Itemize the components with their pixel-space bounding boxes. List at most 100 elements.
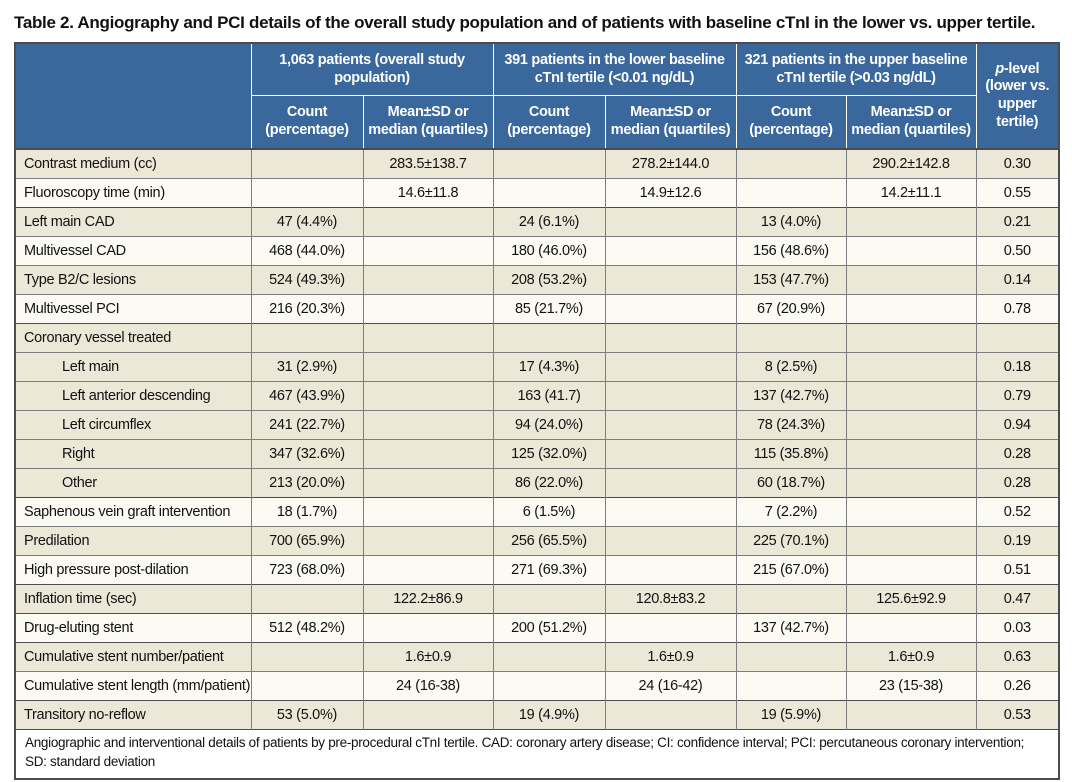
- row-label: Left main CAD: [14, 207, 252, 237]
- table-row: Left main 31 (2.9%) 17 (4.3%) 8 (2.5%) 0.18: [14, 352, 1060, 382]
- cell-lower-mean: [604, 613, 737, 643]
- cell-overall-mean: [362, 294, 494, 324]
- cell-lower-count: 24 (6.1%): [492, 207, 606, 237]
- table-title: Table 2. Angiography and PCI details of …: [14, 13, 1036, 32]
- cell-upper-count: 60 (18.7%): [735, 468, 847, 498]
- cell-lower-mean: [604, 265, 737, 295]
- footnote-text: Angiographic and interventional details …: [15, 728, 1060, 779]
- cell-p-level: 0.50: [975, 236, 1060, 266]
- cell-upper-count: [735, 584, 847, 614]
- cell-p-level: 0.28: [975, 439, 1060, 469]
- header-group-overall: 1,063 patients (overall study population…: [250, 42, 494, 96]
- cell-overall-count: [250, 642, 364, 672]
- table-row: High pressure post-dilation 723 (68.0%) 27…: [14, 555, 1060, 585]
- cell-lower-mean: 1.6±0.9: [604, 642, 737, 672]
- cell-upper-count: 137 (42.7%): [735, 381, 847, 411]
- cell-lower-mean: [604, 381, 737, 411]
- table-body: Contrast medium (cc) 283.5±138.7 278.2±144…: [14, 148, 1060, 730]
- cell-p-level: 0.51: [975, 555, 1060, 585]
- table-row: Right 347 (32.6%) 125 (32.0%) 115 (35.8%) 0.…: [14, 439, 1060, 469]
- table-header: 1,063 patients (overall study population…: [14, 42, 1061, 150]
- cell-overall-mean: [362, 323, 494, 353]
- table-row: Left circumflex 241 (22.7%) 94 (24.0%) 78 (…: [14, 410, 1060, 440]
- row-label: Type B2/C lesions: [14, 265, 252, 295]
- cell-overall-count: 53 (5.0%): [250, 700, 364, 730]
- cell-lower-mean: 120.8±83.2: [604, 584, 737, 614]
- cell-overall-count: 18 (1.7%): [250, 497, 364, 527]
- header-p-level: p-level (lower vs. upper tertile): [975, 42, 1061, 150]
- cell-upper-mean: [845, 613, 977, 643]
- cell-upper-mean: [845, 468, 977, 498]
- cell-upper-mean: 1.6±0.9: [845, 642, 977, 672]
- cell-lower-count: 6 (1.5%): [492, 497, 606, 527]
- cell-lower-mean: [604, 410, 737, 440]
- cell-overall-count: 467 (43.9%): [250, 381, 364, 411]
- cell-lower-mean: [604, 700, 737, 730]
- cell-lower-count: [492, 671, 606, 701]
- row-label: Contrast medium (cc): [14, 148, 252, 179]
- cell-lower-count: 271 (69.3%): [492, 555, 606, 585]
- cell-upper-mean: [845, 497, 977, 527]
- cell-lower-count: [492, 584, 606, 614]
- cell-upper-count: [735, 178, 847, 208]
- cell-overall-count: 723 (68.0%): [250, 555, 364, 585]
- cell-p-level: 0.26: [975, 671, 1060, 701]
- cell-lower-count: [492, 178, 606, 208]
- cell-overall-count: 512 (48.2%): [250, 613, 364, 643]
- cell-upper-count: 13 (4.0%): [735, 207, 847, 237]
- cell-overall-mean: [362, 439, 494, 469]
- cell-p-level: 0.30: [975, 148, 1060, 179]
- cell-lower-mean: 24 (16-42): [604, 671, 737, 701]
- cell-upper-count: 225 (70.1%): [735, 526, 847, 556]
- table-row: Left anterior descending 467 (43.9%) 163 (…: [14, 381, 1060, 411]
- row-label: Cumulative stent length (mm/patient): [14, 671, 252, 701]
- cell-upper-mean: [845, 207, 977, 237]
- subheader-mean-overall: Mean±SD or median (quartiles): [362, 95, 494, 150]
- cell-overall-mean: [362, 410, 494, 440]
- cell-overall-mean: [362, 265, 494, 295]
- cell-p-level: 0.63: [975, 642, 1060, 672]
- row-label: Cumulative stent number/patient: [14, 642, 252, 672]
- subheader-mean-lower: Mean±SD or median (quartiles): [604, 95, 737, 150]
- cell-overall-mean: [362, 555, 494, 585]
- cell-p-level: 0.14: [975, 265, 1060, 295]
- cell-p-level: 0.19: [975, 526, 1060, 556]
- table-row: Multivessel PCI 216 (20.3%) 85 (21.7%) 67 (…: [14, 294, 1060, 324]
- cell-lower-mean: [604, 497, 737, 527]
- cell-overall-mean: 283.5±138.7: [362, 148, 494, 179]
- subheader-mean-upper: Mean±SD or median (quartiles): [845, 95, 977, 150]
- cell-overall-mean: [362, 207, 494, 237]
- cell-overall-mean: [362, 381, 494, 411]
- cell-lower-mean: [604, 468, 737, 498]
- cell-overall-count: [250, 323, 364, 353]
- cell-p-level: 0.78: [975, 294, 1060, 324]
- cell-p-level: 0.28: [975, 468, 1060, 498]
- header-group-row: 1,063 patients (overall study population…: [14, 42, 1061, 150]
- cell-overall-count: [250, 178, 364, 208]
- cell-lower-count: [492, 323, 606, 353]
- cell-overall-count: 241 (22.7%): [250, 410, 364, 440]
- cell-upper-mean: 290.2±142.8: [845, 148, 977, 179]
- cell-overall-mean: 1.6±0.9: [362, 642, 494, 672]
- subheader-count-lower: Count (percentage): [492, 95, 606, 150]
- cell-p-level: [975, 323, 1060, 353]
- cell-overall-count: 47 (4.4%): [250, 207, 364, 237]
- cell-lower-count: 94 (24.0%): [492, 410, 606, 440]
- cell-lower-mean: [604, 555, 737, 585]
- cell-lower-count: 86 (22.0%): [492, 468, 606, 498]
- cell-overall-mean: [362, 497, 494, 527]
- cell-upper-mean: [845, 410, 977, 440]
- table-row: Inflation time (sec) 122.2±86.9 120.8±83.2…: [14, 584, 1060, 614]
- cell-p-level: 0.79: [975, 381, 1060, 411]
- cell-upper-count: 8 (2.5%): [735, 352, 847, 382]
- cell-p-level: 0.55: [975, 178, 1060, 208]
- table-row: Left main CAD 47 (4.4%) 24 (6.1%) 13 (4.0%)…: [14, 207, 1060, 237]
- cell-lower-mean: [604, 439, 737, 469]
- cell-upper-count: [735, 642, 847, 672]
- table-row: Cumulative stent length (mm/patient) 24 (…: [14, 671, 1060, 701]
- cell-lower-count: 125 (32.0%): [492, 439, 606, 469]
- cell-upper-mean: [845, 265, 977, 295]
- cell-lower-mean: [604, 352, 737, 382]
- table-row: Drug-eluting stent 512 (48.2%) 200 (51.2%)…: [14, 613, 1060, 643]
- cell-upper-mean: [845, 700, 977, 730]
